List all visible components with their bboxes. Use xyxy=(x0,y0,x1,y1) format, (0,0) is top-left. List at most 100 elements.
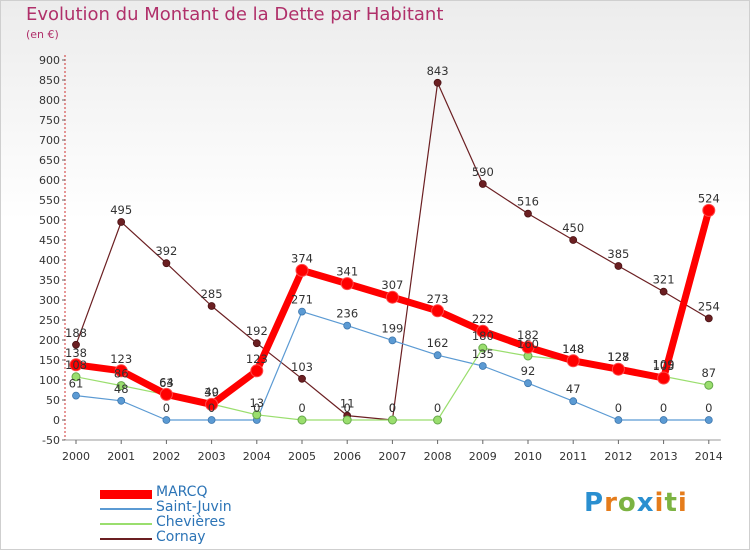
data-point-marcq xyxy=(657,371,671,385)
y-tick-label: 350 xyxy=(39,274,60,287)
data-point-chevi-res xyxy=(252,410,262,420)
x-tick-label: 2009 xyxy=(469,450,497,463)
data-point-saint-juvin xyxy=(478,362,487,370)
data-point-saint-juvin xyxy=(117,396,126,405)
y-tick-label: 700 xyxy=(39,134,60,147)
data-label-saint-juvin: 47 xyxy=(566,382,581,396)
data-label-saint-juvin: 0 xyxy=(705,401,712,415)
data-label-marcq: 127 xyxy=(607,350,629,364)
y-tick-label: 900 xyxy=(39,54,60,67)
data-point-cornay xyxy=(704,314,713,323)
data-label-saint-juvin: 0 xyxy=(615,401,622,415)
x-tick-label: 2012 xyxy=(604,450,632,463)
data-point-marcq xyxy=(385,290,399,304)
data-label-cornay: 285 xyxy=(201,287,223,301)
data-label-chevi-res: 109 xyxy=(653,357,675,371)
data-label-chevi-res: 0 xyxy=(434,401,441,415)
data-label-cornay: 495 xyxy=(110,203,132,217)
data-label-marcq: 148 xyxy=(562,342,584,356)
data-point-saint-juvin xyxy=(569,397,578,406)
y-tick-label: 750 xyxy=(39,114,60,127)
data-label-marcq: 273 xyxy=(427,292,449,306)
data-label-cornay: 188 xyxy=(65,326,87,340)
data-label-cornay: 385 xyxy=(607,247,629,261)
x-tick-label: 2010 xyxy=(514,450,542,463)
x-tick-label: 2014 xyxy=(695,450,723,463)
data-point-marcq xyxy=(566,354,580,368)
data-label-cornay: 843 xyxy=(427,64,449,78)
data-point-saint-juvin xyxy=(524,379,532,388)
y-tick-label: 200 xyxy=(39,334,60,347)
legend-label-saint-juvin: Saint-Juvin xyxy=(156,499,232,515)
data-label-saint-juvin: 135 xyxy=(472,347,494,361)
data-point-saint-juvin xyxy=(162,416,171,424)
y-tick-label: 50 xyxy=(46,394,60,407)
data-label-chevi-res: 0 xyxy=(344,401,351,415)
data-point-marcq xyxy=(69,358,83,372)
data-point-cornay xyxy=(117,218,126,226)
data-label-saint-juvin: 236 xyxy=(336,307,358,321)
data-label-chevi-res: 0 xyxy=(389,401,396,415)
data-point-cornay xyxy=(524,209,532,218)
data-label-marcq: 138 xyxy=(65,346,87,360)
x-tick-label: 2008 xyxy=(424,450,452,463)
legend-swatch-marcq xyxy=(100,490,152,499)
data-label-cornay: 0 xyxy=(389,401,396,415)
data-point-marcq xyxy=(431,304,445,318)
x-tick-label: 2004 xyxy=(243,450,271,463)
data-point-cornay xyxy=(569,236,578,244)
data-label-cornay: 103 xyxy=(291,360,313,374)
data-point-saint-juvin xyxy=(72,391,80,400)
x-tick-label: 2003 xyxy=(198,450,226,463)
data-point-cornay xyxy=(162,259,171,268)
y-tick-label: 550 xyxy=(39,194,60,207)
data-label-marcq: 105 xyxy=(653,359,675,373)
x-tick-label: 2001 xyxy=(107,450,135,463)
data-point-chevi-res xyxy=(704,380,714,390)
x-tick-label: 2000 xyxy=(62,450,90,463)
data-label-chevi-res: 63 xyxy=(159,376,174,390)
x-tick-label: 2002 xyxy=(152,450,180,463)
data-label-saint-juvin: 271 xyxy=(291,293,313,307)
y-tick-label: 100 xyxy=(39,374,60,387)
y-tick-label: 0 xyxy=(53,414,60,427)
data-label-cornay: 254 xyxy=(698,299,720,313)
data-point-saint-juvin xyxy=(298,307,306,316)
data-label-chevi-res: 0 xyxy=(298,401,305,415)
proxiti-logo: Proxiti xyxy=(584,488,688,518)
data-point-saint-juvin xyxy=(704,416,713,424)
x-tick-label: 2013 xyxy=(650,450,678,463)
legend-swatch-chevieres xyxy=(100,523,152,525)
data-point-chevi-res xyxy=(71,372,81,382)
data-label-saint-juvin: 0 xyxy=(208,401,215,415)
chart-title: Evolution du Montant de la Dette par Hab… xyxy=(26,4,444,25)
data-point-chevi-res xyxy=(116,381,126,391)
data-point-cornay xyxy=(478,180,487,188)
data-label-cornay: 516 xyxy=(517,195,539,209)
data-point-cornay xyxy=(659,287,668,296)
y-tick-label: 450 xyxy=(39,234,60,247)
y-tick-label: 250 xyxy=(39,314,60,327)
data-label-marcq: 222 xyxy=(472,312,494,326)
data-label-saint-juvin: 61 xyxy=(69,377,84,391)
y-tick-label: 650 xyxy=(39,154,60,167)
y-tick-label: 800 xyxy=(39,94,60,107)
data-label-cornay: 192 xyxy=(246,324,268,338)
data-label-saint-juvin: 162 xyxy=(427,336,449,350)
data-label-marcq: 123 xyxy=(110,352,132,366)
x-tick-label: 2011 xyxy=(559,450,587,463)
legend-swatch-cornay xyxy=(100,538,152,540)
y-tick-label: 600 xyxy=(39,174,60,187)
y-tick-label: 150 xyxy=(39,354,60,367)
data-point-marcq xyxy=(295,263,309,277)
data-point-chevi-res xyxy=(297,415,307,425)
data-label-cornay: 11 xyxy=(340,397,355,411)
data-label-marcq: 39 xyxy=(204,385,219,399)
data-label-saint-juvin: 0 xyxy=(253,401,260,415)
data-label-saint-juvin: 48 xyxy=(114,382,129,396)
data-point-chevi-res xyxy=(342,415,352,425)
y-tick-label: 850 xyxy=(39,74,60,87)
data-point-marcq xyxy=(250,364,264,378)
data-point-saint-juvin xyxy=(659,416,668,424)
